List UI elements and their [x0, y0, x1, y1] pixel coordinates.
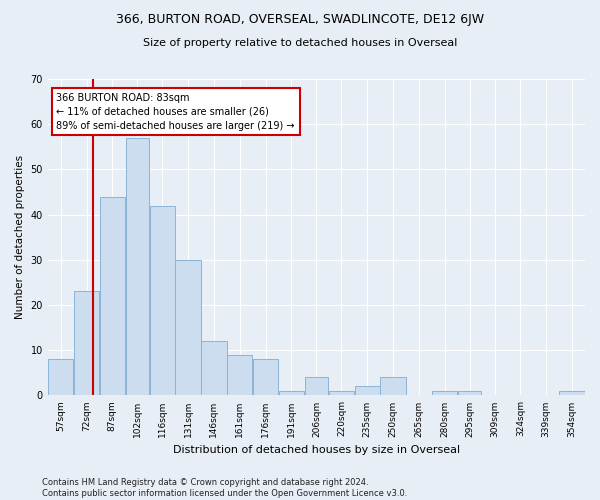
Bar: [175, 260, 201, 396]
Bar: [329, 391, 354, 396]
Bar: [149, 206, 175, 396]
Bar: [458, 391, 481, 396]
Bar: [253, 360, 278, 396]
Bar: [305, 378, 328, 396]
Bar: [100, 196, 125, 396]
Bar: [559, 391, 585, 396]
Bar: [279, 391, 304, 396]
X-axis label: Distribution of detached houses by size in Overseal: Distribution of detached houses by size …: [173, 445, 460, 455]
Bar: [74, 292, 99, 396]
Bar: [380, 378, 406, 396]
Text: 366, BURTON ROAD, OVERSEAL, SWADLINCOTE, DE12 6JW: 366, BURTON ROAD, OVERSEAL, SWADLINCOTE,…: [116, 12, 484, 26]
Bar: [48, 360, 73, 396]
Y-axis label: Number of detached properties: Number of detached properties: [15, 155, 25, 320]
Text: Size of property relative to detached houses in Overseal: Size of property relative to detached ho…: [143, 38, 457, 48]
Bar: [125, 138, 149, 396]
Bar: [432, 391, 457, 396]
Bar: [355, 386, 380, 396]
Bar: [227, 354, 253, 396]
Text: Contains HM Land Registry data © Crown copyright and database right 2024.
Contai: Contains HM Land Registry data © Crown c…: [42, 478, 407, 498]
Text: 366 BURTON ROAD: 83sqm
← 11% of detached houses are smaller (26)
89% of semi-det: 366 BURTON ROAD: 83sqm ← 11% of detached…: [56, 92, 295, 130]
Bar: [201, 341, 227, 396]
